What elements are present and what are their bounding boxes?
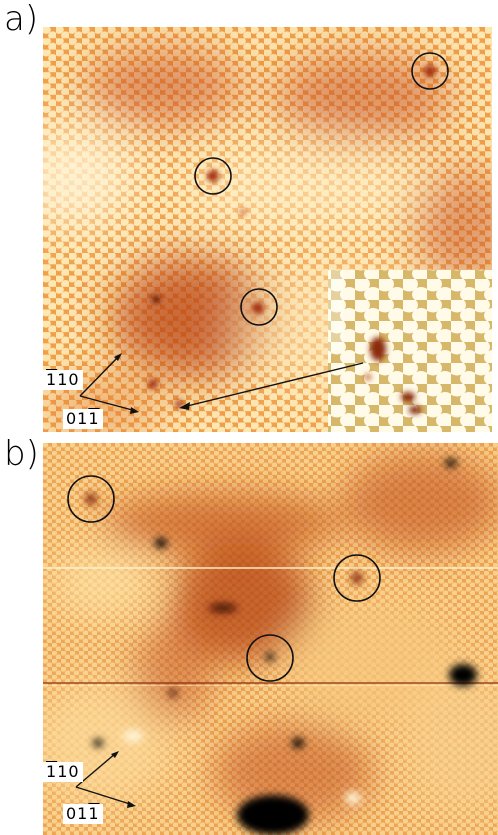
inset-pointer-arrow (182, 362, 364, 408)
direction-label-b-1: 110 (43, 762, 83, 782)
panel-b-label: b) (4, 434, 39, 474)
inset-zoom (328, 270, 492, 432)
stm-image-b (43, 443, 498, 835)
direction-label-b-2: 011 (63, 804, 103, 824)
defect-circle (67, 475, 115, 523)
stm-image-a (43, 27, 492, 432)
defect-circle (411, 52, 449, 90)
panel-a-label: a) (4, 0, 39, 39)
defect-circle (194, 157, 232, 195)
defect-circle (246, 634, 294, 682)
direction-label-a-1: 110 (43, 370, 83, 390)
defect-circle (333, 554, 381, 602)
defect-circle (240, 288, 278, 326)
direction-label-a-2: 011 (63, 409, 103, 429)
